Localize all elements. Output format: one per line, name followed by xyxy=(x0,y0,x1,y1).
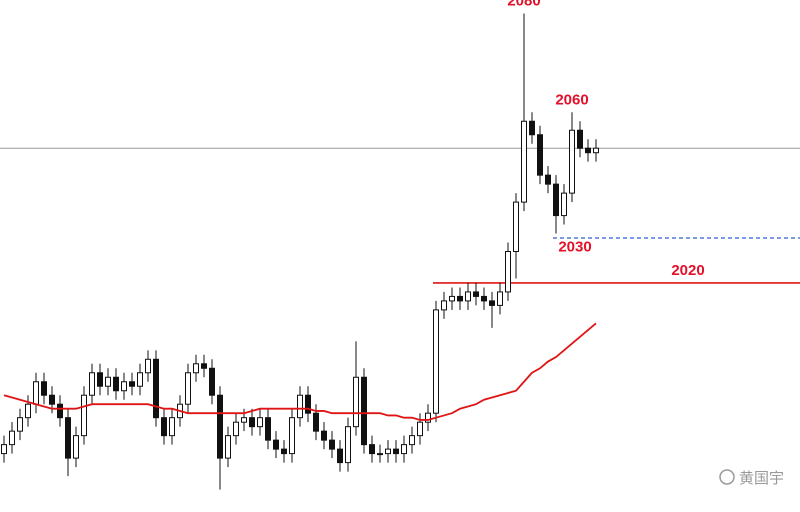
candle-body xyxy=(353,376,359,428)
candle-body xyxy=(385,448,391,455)
candle-body xyxy=(593,147,599,154)
candle-body xyxy=(217,394,223,459)
candle-body xyxy=(369,444,375,455)
candle-body xyxy=(537,134,543,176)
watermark-text: 黄国宇 xyxy=(739,470,784,487)
candle-body xyxy=(169,417,175,437)
candle-body xyxy=(305,394,311,414)
candle-body xyxy=(145,358,151,374)
candle-body xyxy=(321,430,327,441)
candle-body xyxy=(497,291,503,306)
candle-body xyxy=(569,129,575,194)
candle-body xyxy=(249,417,255,428)
candle-body xyxy=(105,376,111,387)
candle-body xyxy=(193,363,199,374)
candle-body xyxy=(73,435,79,459)
candle-body xyxy=(313,412,319,432)
candle-body xyxy=(97,372,103,387)
candle-body xyxy=(553,183,559,217)
candle-body xyxy=(345,426,351,464)
candle-body xyxy=(481,295,487,302)
candle-body xyxy=(81,394,87,437)
moving-average xyxy=(3,322,597,421)
candle-body xyxy=(417,421,423,437)
candle-body xyxy=(265,417,271,441)
candle-body xyxy=(201,363,207,369)
candle-body xyxy=(393,448,399,455)
candle-body xyxy=(289,417,295,455)
level-label: 2060 xyxy=(555,91,588,108)
candle-body xyxy=(41,381,47,396)
candle-body xyxy=(425,412,431,423)
candle-body xyxy=(209,367,215,396)
level-label: 2080 xyxy=(507,0,540,9)
candle-body xyxy=(465,291,471,302)
candle-body xyxy=(401,444,407,455)
candle-body xyxy=(121,381,127,392)
candle-body xyxy=(585,147,591,154)
candle-body xyxy=(161,417,167,437)
candle-body xyxy=(225,435,231,459)
candle-body xyxy=(9,430,15,446)
candle-body xyxy=(33,381,39,405)
candle-body xyxy=(89,372,95,396)
watermark: 黄国宇 xyxy=(719,469,784,487)
candle-body xyxy=(233,421,239,437)
candle-body xyxy=(545,174,551,185)
candle-body xyxy=(257,417,263,428)
candle-body xyxy=(409,435,415,446)
candle-body xyxy=(561,192,567,217)
candles xyxy=(1,13,599,490)
candle-body xyxy=(377,453,383,456)
candle-body xyxy=(473,291,479,297)
candle-body xyxy=(513,201,519,253)
candle-body xyxy=(185,372,191,405)
candle-body xyxy=(153,358,159,419)
candle-body xyxy=(457,295,463,302)
candle-body xyxy=(297,394,303,419)
candle-body xyxy=(529,120,535,136)
candle-body xyxy=(337,448,343,464)
level-label: 2030 xyxy=(558,239,591,256)
candle-body xyxy=(281,448,287,455)
candle-body xyxy=(65,417,71,459)
candle-body xyxy=(361,376,367,446)
candle-body xyxy=(441,300,447,311)
candle-body xyxy=(17,417,23,432)
candle-body xyxy=(137,372,143,387)
candle-body xyxy=(57,403,63,419)
candle-body xyxy=(241,417,247,423)
watermark-icon xyxy=(719,469,735,485)
candle-body xyxy=(433,309,439,414)
level-label: 2020 xyxy=(671,262,704,279)
candle-body xyxy=(521,120,527,203)
candle-body xyxy=(25,403,31,419)
candle-body xyxy=(49,394,55,405)
candle-body xyxy=(1,444,7,455)
candle-body xyxy=(577,129,583,149)
candle-body xyxy=(489,300,495,306)
candle-body xyxy=(113,376,119,392)
candle-body xyxy=(449,295,455,302)
candle-body xyxy=(329,439,335,450)
candle-body xyxy=(129,381,135,387)
candle-body xyxy=(505,251,511,293)
candle-body xyxy=(273,439,279,450)
